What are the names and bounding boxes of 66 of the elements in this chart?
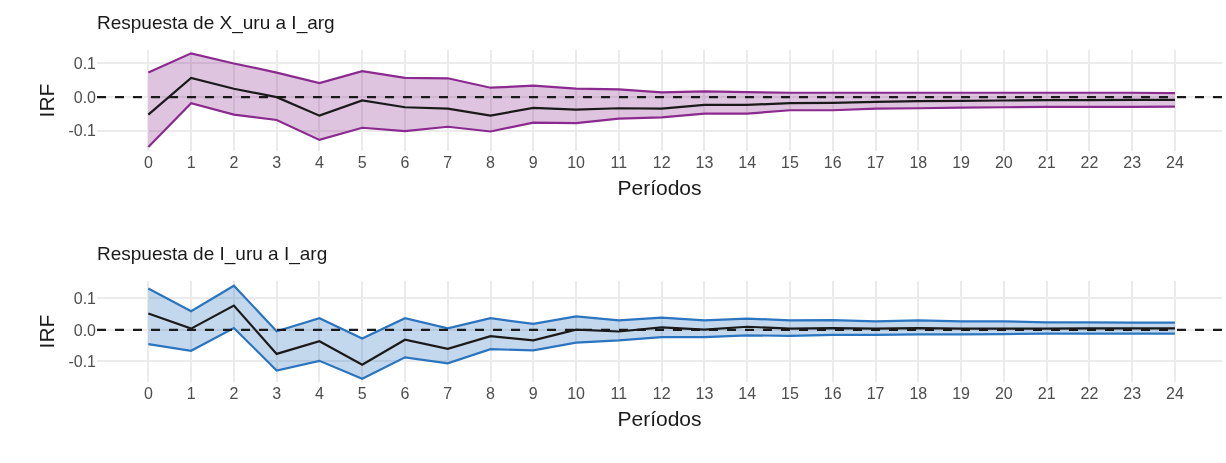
- x-tick-label: 1: [186, 385, 196, 402]
- x-tick-label: 14: [738, 385, 757, 402]
- x-tick-label: 3: [272, 154, 282, 171]
- x-tick-label: 7: [443, 154, 453, 171]
- y-tick-label: -0.1: [68, 122, 97, 140]
- x-tick-label: 9: [528, 154, 538, 171]
- x-tick-label: 11: [610, 154, 628, 171]
- x-tick-label: 24: [1166, 385, 1184, 402]
- x-tick-label: 16: [823, 154, 842, 171]
- x-tick-label: 17: [866, 154, 885, 171]
- x-tick-label: 3: [272, 385, 282, 402]
- x-tick-label: 1: [186, 154, 196, 171]
- x-tick-label: 15: [781, 154, 799, 171]
- x-tick-label: 22: [1080, 385, 1099, 402]
- y-tick-label: 0.1: [73, 55, 97, 73]
- x-tick-label: 4: [314, 154, 324, 171]
- y-tick-label: 0.0: [73, 88, 97, 106]
- x-tick-label: 20: [994, 385, 1013, 402]
- x-tick-label: 10: [567, 154, 586, 171]
- chart-title: Respuesta de I_uru a I_arg: [97, 242, 328, 265]
- y-tick-label: 0.1: [73, 289, 97, 307]
- y-axis-title: IRF: [34, 83, 58, 118]
- x-axis-title: Períodos: [617, 407, 702, 431]
- x-tick-label: 10: [567, 385, 586, 402]
- line-series: [147, 102, 1177, 149]
- y-tick-label: -0.1: [68, 353, 97, 371]
- x-tick-label: 9: [528, 385, 538, 402]
- x-tick-label: 8: [486, 154, 496, 171]
- x-tick-label: 14: [738, 154, 757, 171]
- x-tick-label: 5: [357, 154, 367, 171]
- x-tick-label: 12: [652, 385, 671, 402]
- x-tick-label: 20: [994, 154, 1013, 171]
- x-tick-label: 18: [909, 385, 928, 402]
- x-tick-label: 6: [400, 154, 410, 171]
- x-tick-label: 16: [823, 385, 842, 402]
- line-series: [147, 52, 1177, 95]
- x-tick-label: 2: [229, 385, 239, 402]
- x-tick-label: 13: [695, 154, 714, 171]
- x-tick-label: 23: [1123, 385, 1142, 402]
- x-tick-label: 7: [443, 385, 453, 402]
- x-tick-label: 21: [1037, 154, 1056, 171]
- x-tick-label: 15: [781, 385, 799, 402]
- x-tick-label: 12: [652, 154, 671, 171]
- x-tick-label: 8: [486, 385, 496, 402]
- x-tick-label: 18: [909, 154, 928, 171]
- x-tick-label: 5: [357, 385, 367, 402]
- x-tick-label: 2: [229, 154, 239, 171]
- x-tick-label: 17: [866, 385, 885, 402]
- x-tick-label: 13: [695, 385, 714, 402]
- x-tick-label: 4: [314, 385, 324, 402]
- y-tick-label: 0.0: [73, 321, 97, 339]
- x-tick-label: 24: [1166, 154, 1184, 171]
- x-axis-title: Períodos: [617, 176, 702, 200]
- x-tick-label: 19: [952, 154, 971, 171]
- x-tick-label: 6: [400, 385, 410, 402]
- x-tick-label: 0: [143, 154, 153, 171]
- x-tick-label: 23: [1123, 154, 1142, 171]
- x-tick-label: 21: [1037, 385, 1056, 402]
- x-tick-label: 11: [610, 385, 628, 402]
- y-axis-title: IRF: [34, 314, 58, 349]
- line-series: [147, 284, 1177, 340]
- chart-title: Respuesta de X_uru a I_arg: [97, 11, 335, 34]
- x-tick-label: 0: [143, 385, 153, 402]
- line-series: [147, 326, 1177, 380]
- x-tick-label: 22: [1080, 154, 1099, 171]
- x-tick-label: 19: [952, 385, 971, 402]
